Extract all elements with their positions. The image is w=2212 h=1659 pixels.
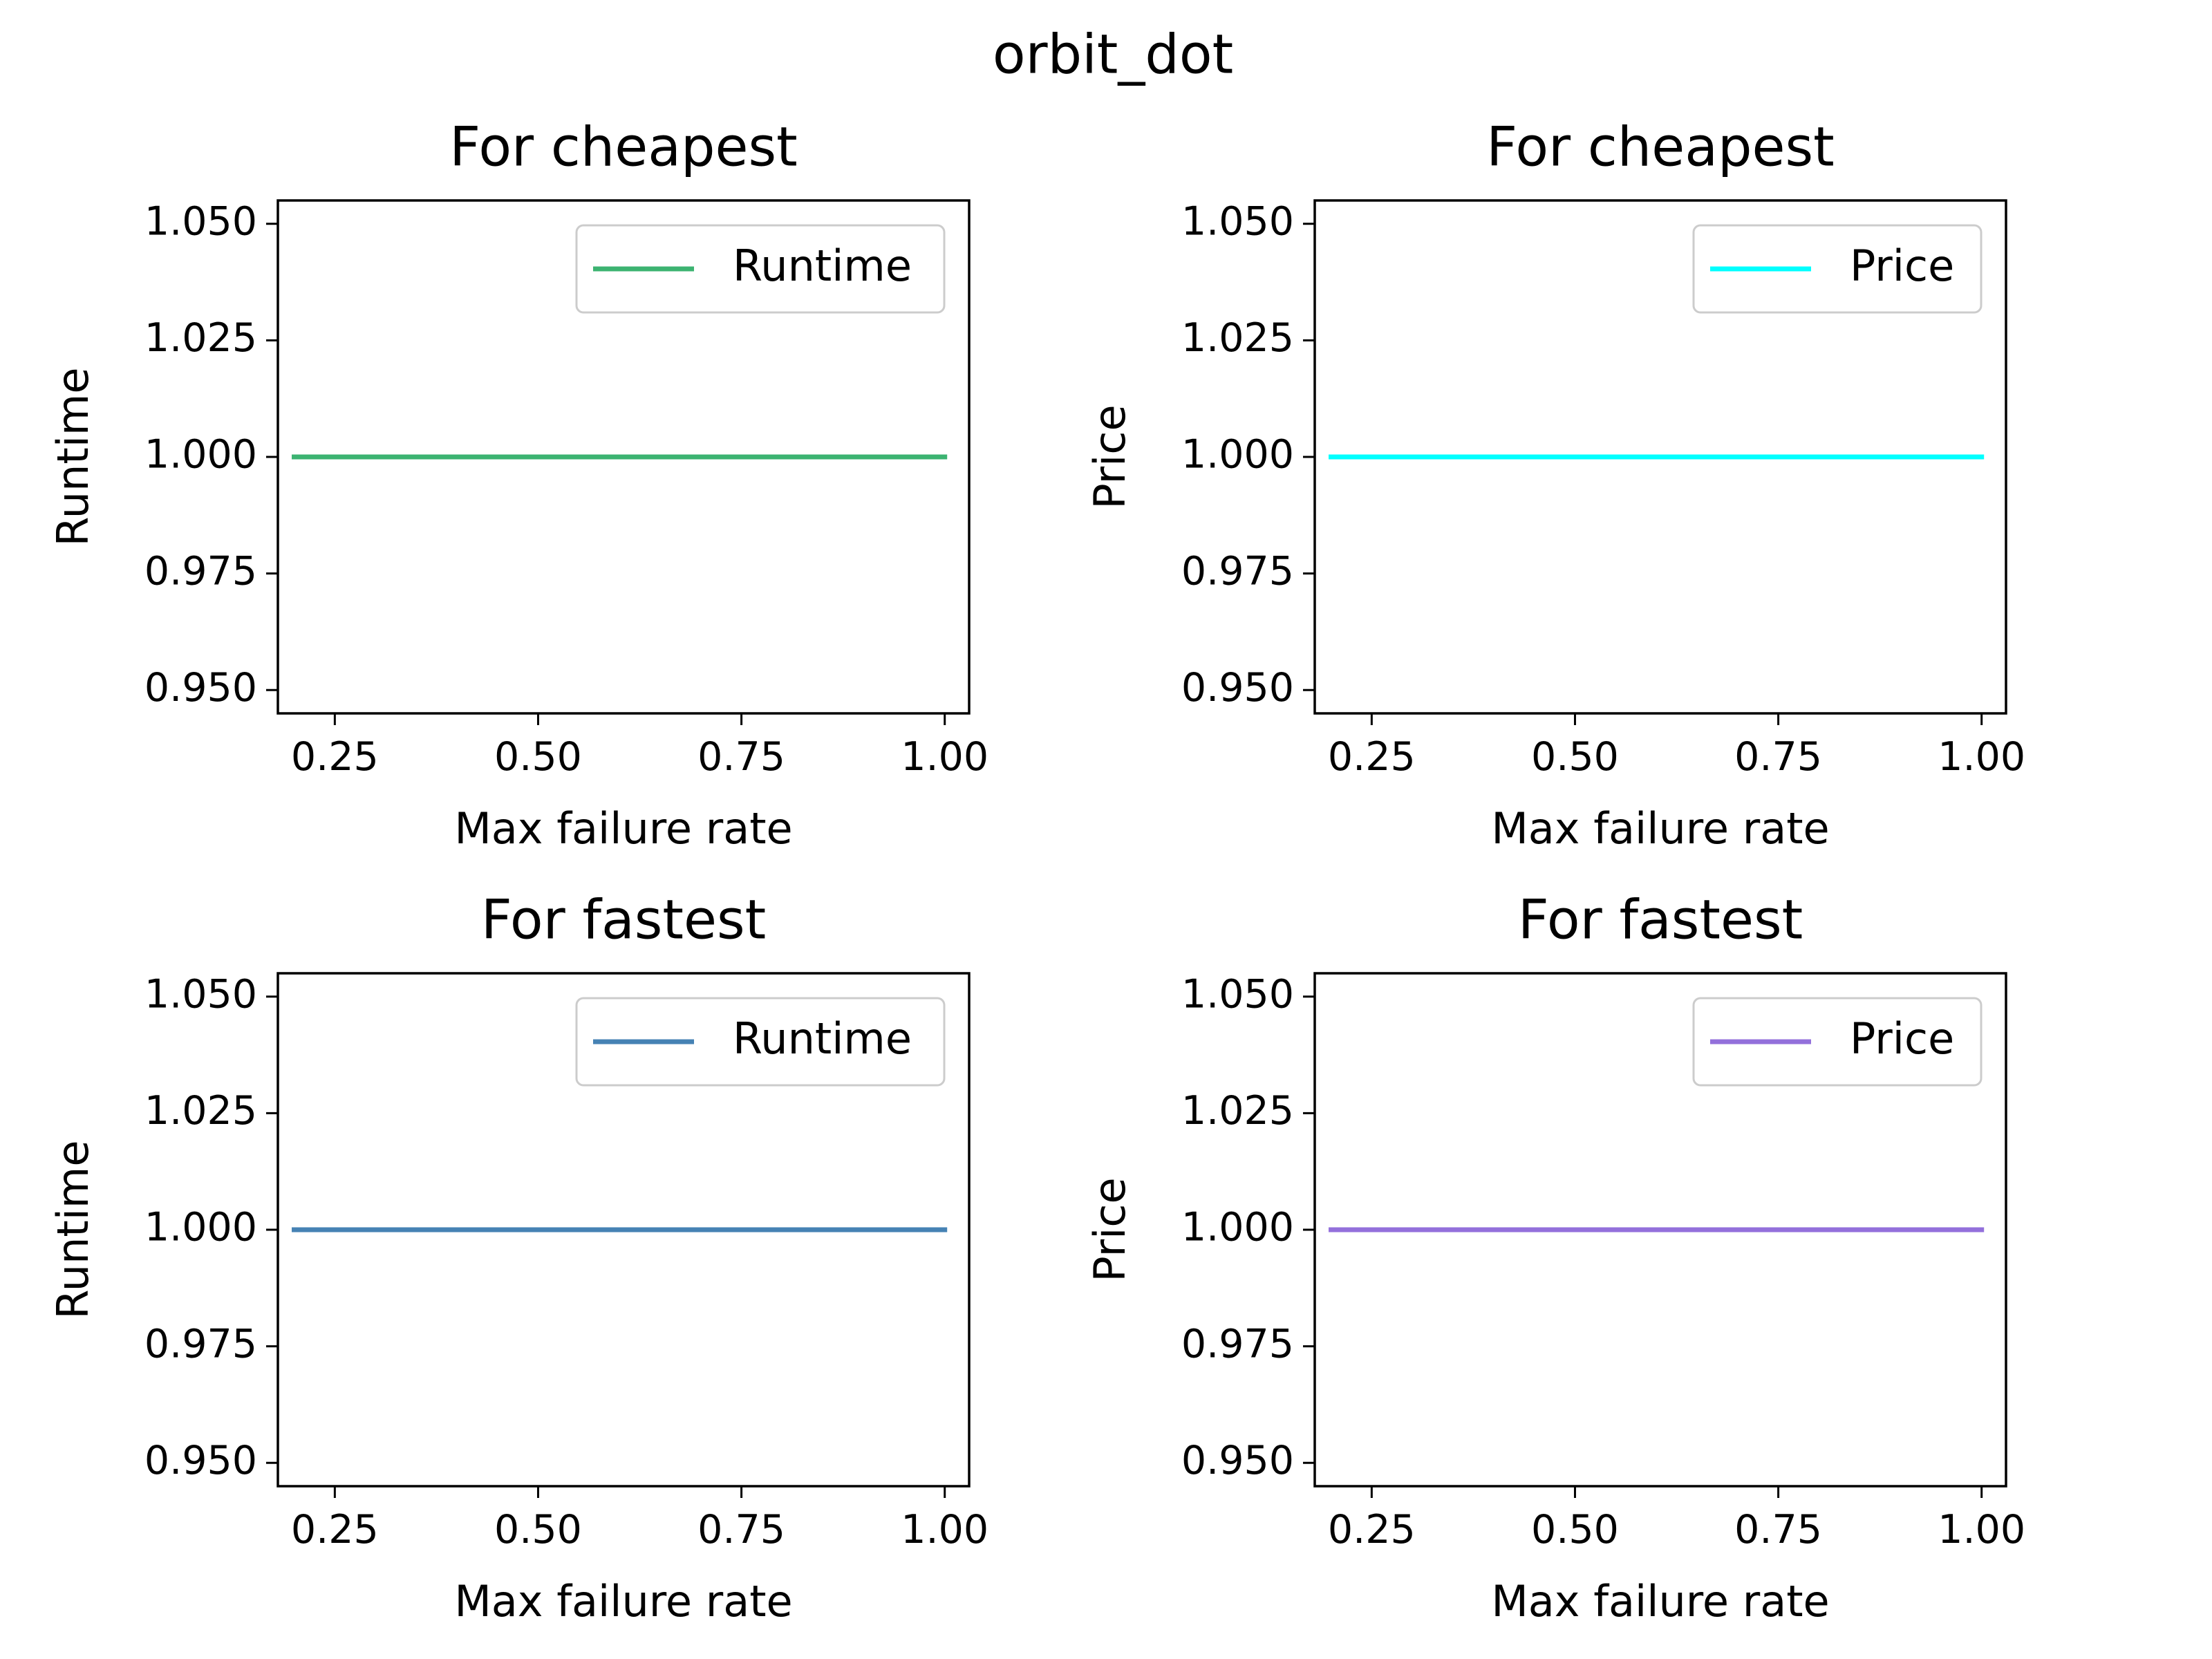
y-axis-label: Runtime <box>48 1141 98 1320</box>
x-tick-label: 0.25 <box>291 1507 379 1553</box>
y-tick-label: 0.975 <box>1181 1321 1294 1367</box>
subplot-title: For cheapest <box>449 116 798 178</box>
x-tick-label: 0.75 <box>1734 734 1822 780</box>
legend: Runtime <box>575 224 946 314</box>
y-tick-label: 0.975 <box>1181 548 1294 594</box>
x-axis-label: Max failure rate <box>1491 1576 1829 1627</box>
y-tick-label: 0.975 <box>144 1321 257 1367</box>
x-tick-label: 0.75 <box>697 734 785 780</box>
y-tick-label: 1.025 <box>144 1088 257 1134</box>
y-tick-label: 1.050 <box>1181 198 1294 244</box>
y-tick-label: 0.950 <box>1181 1438 1294 1483</box>
y-tick-label: 1.050 <box>1181 971 1294 1017</box>
y-axis-label: Runtime <box>48 368 98 547</box>
subplot-title: For cheapest <box>1486 116 1835 178</box>
x-tick-label: 0.50 <box>1531 734 1619 780</box>
y-axis-label: Price <box>1085 1177 1135 1282</box>
y-tick-label: 1.025 <box>1181 1088 1294 1134</box>
y-tick-label: 0.950 <box>144 665 257 711</box>
x-tick-label: 0.25 <box>291 734 379 780</box>
x-tick-label: 1.00 <box>901 734 988 780</box>
y-tick-label: 1.000 <box>144 432 257 478</box>
x-tick-label: 1.00 <box>901 1507 988 1553</box>
y-tick-label: 0.950 <box>144 1438 257 1483</box>
subplot-title: For fastest <box>1518 889 1803 951</box>
y-tick-label: 1.000 <box>1181 1205 1294 1250</box>
legend: Runtime <box>575 997 946 1087</box>
y-tick-label: 1.025 <box>144 315 257 361</box>
legend-box <box>575 997 946 1087</box>
y-tick-label: 0.975 <box>144 548 257 594</box>
y-tick-label: 1.000 <box>144 1205 257 1250</box>
x-axis-label: Max failure rate <box>1491 803 1829 854</box>
y-axis-label: Price <box>1085 404 1135 509</box>
legend-entry-label: Price <box>1850 1013 1954 1064</box>
x-tick-label: 0.75 <box>1734 1507 1822 1553</box>
subplot-2: For cheapest 0.25 0.50 0.75 1.00 0.950 0.975 1.… <box>1085 116 2025 854</box>
legend-box <box>1692 224 1983 314</box>
y-tick-label: 1.025 <box>1181 315 1294 361</box>
legend-entry-label: Price <box>1850 241 1954 291</box>
subplot-4: For fastest 0.25 0.50 0.75 1.00 0.950 0.975 1.0… <box>1085 889 2025 1627</box>
subplot-3: For fastest 0.25 0.50 0.75 1.00 0.950 0.975 1.0… <box>48 889 988 1627</box>
figure-suptitle: orbit_dot <box>993 24 1233 86</box>
x-tick-label: 0.50 <box>1531 1507 1619 1553</box>
y-tick-label: 1.050 <box>144 198 257 244</box>
x-tick-label: 0.25 <box>1328 734 1416 780</box>
x-tick-label: 1.00 <box>1938 734 2025 780</box>
legend: Price <box>1692 997 1983 1087</box>
x-axis-label: Max failure rate <box>454 1576 792 1627</box>
x-tick-label: 0.75 <box>697 1507 785 1553</box>
x-tick-label: 0.50 <box>494 1507 582 1553</box>
y-tick-label: 1.000 <box>1181 432 1294 478</box>
x-axis-label: Max failure rate <box>454 803 792 854</box>
legend-entry-label: Runtime <box>733 1013 912 1064</box>
legend-entry-label: Runtime <box>733 241 912 291</box>
legend: Price <box>1692 224 1983 314</box>
x-tick-label: 1.00 <box>1938 1507 2025 1553</box>
subplot-1: For cheapest 0.25 0.50 0.75 1.00 0.950 0.975 1.… <box>48 116 988 854</box>
y-tick-label: 1.050 <box>144 971 257 1017</box>
legend-box <box>1692 997 1983 1087</box>
x-tick-label: 0.50 <box>494 734 582 780</box>
x-tick-label: 0.25 <box>1328 1507 1416 1553</box>
subplot-title: For fastest <box>481 889 766 951</box>
legend-box <box>575 224 946 314</box>
y-tick-label: 0.950 <box>1181 665 1294 711</box>
